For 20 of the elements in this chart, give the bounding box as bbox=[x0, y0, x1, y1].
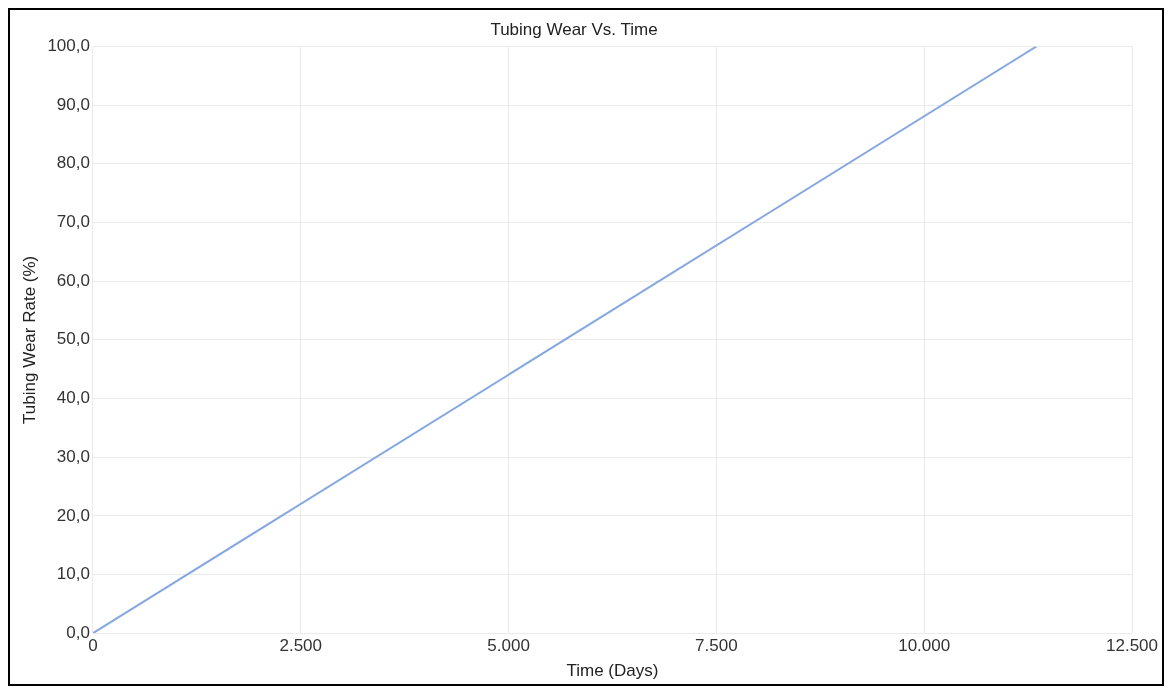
y-tick-label: 60,0 bbox=[56, 270, 90, 290]
x-tick-label: 5.000 bbox=[487, 636, 530, 656]
y-tick-label: 80,0 bbox=[56, 153, 90, 173]
x-tick-label: 2.500 bbox=[279, 636, 323, 656]
x-tick-label: 12.500 bbox=[1106, 636, 1158, 656]
x-axis-title: Time (Days) bbox=[566, 661, 659, 681]
y-tick-label: 70,0 bbox=[56, 212, 90, 232]
y-tick-label: 10,0 bbox=[56, 564, 90, 584]
y-tick-label: 30,0 bbox=[56, 446, 90, 466]
y-axis-title: Tubing Wear Rate (%) bbox=[19, 255, 39, 424]
y-tick-label: 20,0 bbox=[56, 505, 90, 525]
y-tick-label: 90,0 bbox=[56, 94, 90, 114]
y-tick-label: 100,0 bbox=[47, 36, 90, 56]
y-tick-label: 50,0 bbox=[56, 329, 90, 349]
x-tick-label: 7.500 bbox=[695, 636, 738, 656]
y-tick-label: 40,0 bbox=[56, 388, 90, 408]
x-tick-label: 0 bbox=[88, 636, 98, 656]
x-tick-label: 10.000 bbox=[898, 636, 951, 656]
y-tick-label: 0,0 bbox=[66, 622, 90, 642]
chart-title: Tubing Wear Vs. Time bbox=[490, 19, 658, 39]
